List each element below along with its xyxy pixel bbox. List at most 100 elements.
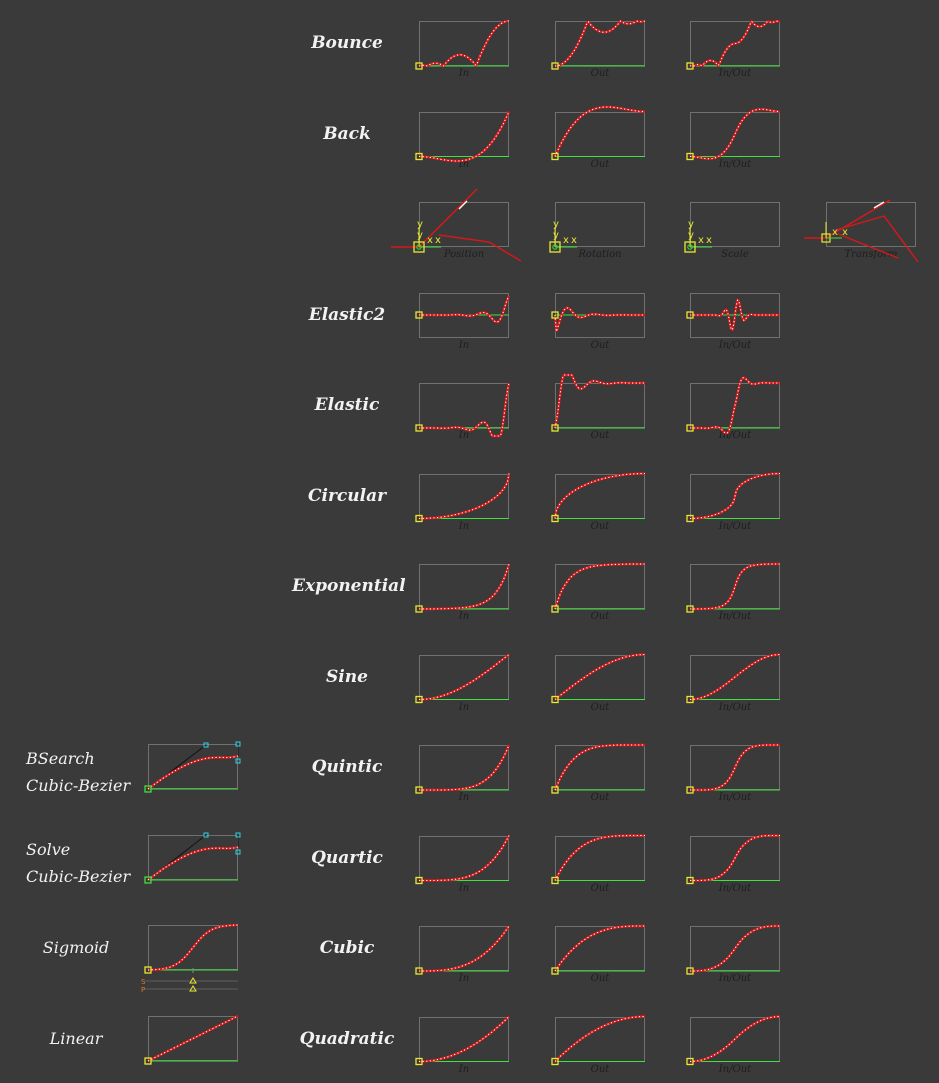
- sigmoid-slider-thumb[interactable]: [189, 985, 197, 992]
- circular-in-out-curve: [690, 472, 780, 520]
- elastic2-in-out-caption: In/Out: [718, 339, 752, 351]
- bezier-start-handle[interactable]: [144, 785, 152, 793]
- elastic-in-out-start-handle[interactable]: [686, 424, 694, 432]
- sigmoid-slider-label: S: [141, 978, 146, 986]
- cubic-out-curve: [554, 924, 645, 972]
- quadratic-in-out-start-handle[interactable]: [686, 1057, 694, 1066]
- axis-x-label: x: [842, 227, 848, 238]
- quadratic-in-caption: In: [458, 1063, 470, 1075]
- bounce-in-out-curve: [689, 19, 781, 68]
- transform-path-lower: [835, 215, 919, 263]
- elastic2-in-start-handle[interactable]: [415, 311, 423, 319]
- axis-x-label: x: [698, 235, 704, 246]
- gizmos-scale-caption: Scale: [721, 249, 749, 260]
- bounce-in-start-handle[interactable]: [415, 62, 423, 70]
- back-out-start-handle[interactable]: [551, 152, 559, 161]
- row-label-quintic: Quintic: [311, 757, 383, 777]
- bezier-control-handle[interactable]: [235, 849, 241, 855]
- quadratic-out-start-handle[interactable]: [551, 1057, 559, 1066]
- quintic-out-curve: [553, 743, 645, 791]
- sine-out-start-handle[interactable]: [551, 695, 559, 704]
- circular-in-out-start-handle[interactable]: [686, 514, 694, 523]
- gizmos-rotation-graph: [555, 202, 645, 247]
- axis-x-label: x: [706, 235, 712, 246]
- bsearch-cubic-bezier-label: BSearch Cubic-Bezier: [26, 745, 130, 799]
- exponential-out-start-handle[interactable]: [551, 605, 559, 613]
- axis-x-label: x: [435, 235, 441, 246]
- row-label-sine: Sine: [326, 666, 368, 687]
- linear-start-handle[interactable]: [144, 1057, 152, 1065]
- elastic-in-curve: [419, 382, 511, 438]
- row-label-quartic: Quartic: [311, 847, 383, 868]
- back-in-out-curve: [690, 108, 780, 160]
- sigmoid-slider-thumb[interactable]: [189, 977, 197, 984]
- scale-gizmo[interactable]: yy x x: [684, 219, 712, 253]
- back-in-out-start-handle[interactable]: [686, 152, 694, 161]
- position-gizmo[interactable]: yy x x: [413, 219, 441, 253]
- quartic-in-start-handle[interactable]: [415, 876, 423, 885]
- axis-y-label: y: [553, 230, 559, 241]
- cubic-out-start-handle[interactable]: [551, 967, 559, 975]
- quartic-in-out-start-handle[interactable]: [686, 876, 694, 885]
- elastic2-out-caption: Out: [590, 339, 610, 351]
- quintic-in-curve: [419, 744, 511, 792]
- elastic-out-start-handle[interactable]: [551, 424, 559, 432]
- gizmos-position-caption: Position: [443, 249, 485, 260]
- quartic-out-caption: Out: [590, 882, 610, 894]
- quintic-in-start-handle[interactable]: [415, 786, 423, 794]
- elastic2-in-curve: [419, 295, 511, 324]
- bezier-control-handle[interactable]: [235, 741, 241, 747]
- elastic-out-caption: Out: [590, 430, 610, 441]
- cubic-out-caption: Out: [590, 973, 610, 984]
- bezier-control-handle[interactable]: [203, 742, 209, 748]
- sine-in-out-start-handle[interactable]: [686, 695, 694, 704]
- row-label-elastic2: Elastic2: [308, 304, 386, 325]
- solve-cubic-bezier-label-line: Cubic-Bezier: [26, 867, 131, 886]
- sigmoid-slider-label: P: [141, 986, 145, 994]
- bounce-in-out-start-handle[interactable]: [686, 62, 694, 70]
- solve-bezier-curve: [147, 832, 241, 881]
- circular-out-start-handle[interactable]: [551, 514, 559, 523]
- exponential-in-start-handle[interactable]: [415, 605, 423, 613]
- rotation-gizmo[interactable]: yy x x: [549, 219, 577, 253]
- cubic-in-out-caption: In/Out: [718, 973, 752, 984]
- gizmos-scale-graph: [690, 202, 780, 247]
- gizmos-transform-caption: Transform: [844, 249, 898, 260]
- bezier-control-handle[interactable]: [235, 758, 241, 764]
- sigmoid-start-handle[interactable]: [144, 966, 152, 974]
- quintic-out-start-handle[interactable]: [551, 786, 559, 794]
- sine-in-curve: [419, 653, 510, 701]
- quartic-out-start-handle[interactable]: [551, 876, 559, 885]
- exponential-in-caption: In: [458, 611, 470, 622]
- linear-label-line: Linear: [49, 1029, 103, 1048]
- sine-in-start-handle[interactable]: [415, 695, 423, 704]
- axis-x-label: x: [571, 235, 577, 246]
- quintic-in-caption: In: [458, 792, 470, 803]
- bezier-control-handle[interactable]: [203, 832, 209, 838]
- quadratic-in-start-handle[interactable]: [415, 1057, 423, 1066]
- linear-label: Linear: [26, 1029, 126, 1048]
- bsearch-cubic-bezier-label-line: Cubic-Bezier: [26, 776, 131, 795]
- sigmoid-label-line: Sigmoid: [42, 938, 110, 957]
- cubic-in-start-handle[interactable]: [415, 967, 423, 975]
- elastic2-out-start-handle[interactable]: [551, 311, 559, 319]
- back-in-start-handle[interactable]: [415, 152, 423, 161]
- sigmoid-label: Sigmoid: [26, 938, 126, 957]
- elastic-in-start-handle[interactable]: [415, 424, 423, 432]
- bezier-start-handle[interactable]: [144, 876, 152, 884]
- bounce-out-start-handle[interactable]: [551, 62, 559, 70]
- exponential-in-out-start-handle[interactable]: [686, 605, 694, 613]
- axis-x-label: x: [563, 235, 569, 246]
- row-label-circular: Circular: [307, 485, 387, 506]
- circular-in-start-handle[interactable]: [415, 514, 423, 523]
- circular-in-out-caption: In/Out: [718, 520, 752, 532]
- axis-y-label: y: [417, 230, 423, 241]
- elastic2-in-out-start-handle[interactable]: [686, 311, 694, 319]
- quintic-in-out-start-handle[interactable]: [686, 786, 694, 794]
- elastic-out-curve: [553, 373, 645, 429]
- bezier-control-handle[interactable]: [235, 832, 241, 838]
- cubic-in-out-start-handle[interactable]: [686, 967, 694, 975]
- bounce-in-caption: In: [458, 68, 470, 79]
